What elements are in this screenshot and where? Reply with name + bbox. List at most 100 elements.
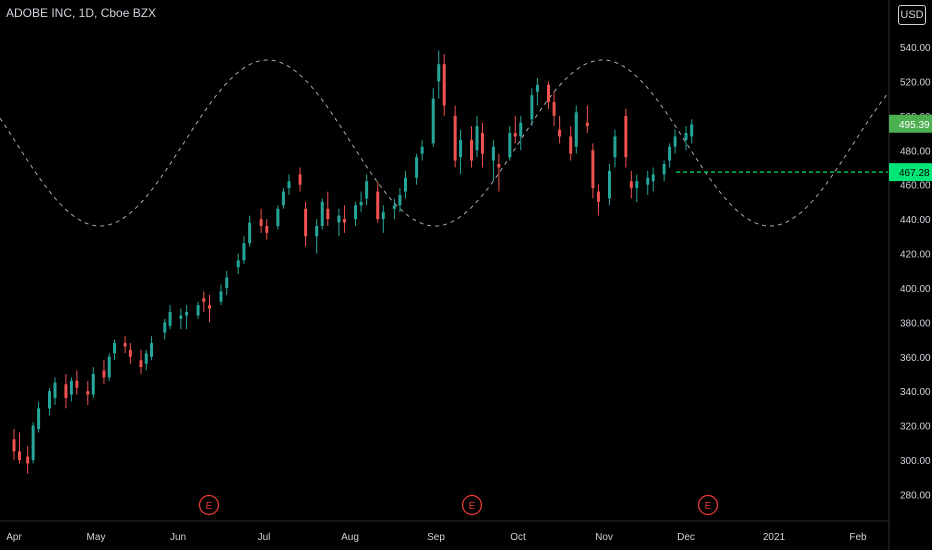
candle xyxy=(585,105,589,134)
candle xyxy=(91,367,95,399)
earnings-marker[interactable]: E xyxy=(198,494,220,516)
candle xyxy=(513,115,517,144)
candle xyxy=(480,122,484,168)
time-tick-label: Nov xyxy=(595,532,613,543)
cycle-curve xyxy=(0,59,889,227)
candle xyxy=(431,88,435,147)
candle xyxy=(558,115,562,144)
candle xyxy=(12,429,16,460)
candle xyxy=(304,201,308,247)
time-tick-label: Sep xyxy=(427,532,445,543)
candle xyxy=(37,401,41,433)
time-tick-label: Dec xyxy=(677,532,695,543)
price-tick-label: 320.00 xyxy=(900,422,931,433)
candle xyxy=(248,215,252,247)
price-axis[interactable]: 540.00520.00500.00480.00460.00440.00420.… xyxy=(888,0,932,550)
candle xyxy=(651,167,655,192)
candle xyxy=(168,305,172,330)
candle xyxy=(629,170,633,199)
candle xyxy=(202,291,206,313)
candle xyxy=(128,342,132,364)
candle xyxy=(287,174,291,195)
time-tick-label: Apr xyxy=(6,532,22,543)
svg-text:467.28: 467.28 xyxy=(899,168,930,179)
candle xyxy=(298,167,302,192)
current-price-tag: 495.39 xyxy=(889,114,932,133)
candle xyxy=(662,160,666,182)
candle xyxy=(470,126,474,168)
candle xyxy=(684,126,688,151)
candle xyxy=(420,139,424,161)
candle xyxy=(150,336,154,361)
candle xyxy=(225,270,229,295)
candle xyxy=(607,164,611,206)
candle xyxy=(574,105,578,154)
candle xyxy=(508,126,512,161)
candle xyxy=(381,205,385,233)
candle xyxy=(497,153,501,192)
candle xyxy=(591,143,595,199)
candle xyxy=(668,143,672,168)
time-tick-label: 2021 xyxy=(763,532,786,543)
time-tick-label: Jun xyxy=(170,532,186,543)
price-tick-label: 340.00 xyxy=(900,387,931,398)
price-tick-label: 280.00 xyxy=(900,490,931,501)
candle xyxy=(265,219,269,240)
candle xyxy=(354,201,358,226)
level-price-tag: 467.28 xyxy=(889,163,932,182)
candle xyxy=(442,53,446,116)
candle xyxy=(236,253,240,275)
candle xyxy=(437,50,441,99)
candle xyxy=(64,373,68,409)
candle xyxy=(75,370,79,395)
svg-text:E: E xyxy=(705,501,712,512)
candle xyxy=(342,205,346,233)
candle xyxy=(646,170,650,195)
candle xyxy=(179,308,183,330)
candle xyxy=(320,198,324,230)
candle xyxy=(31,422,35,464)
price-tick-label: 400.00 xyxy=(900,284,931,295)
candle xyxy=(613,129,617,168)
candle xyxy=(535,77,539,106)
candle xyxy=(403,170,407,199)
time-tick-label: Aug xyxy=(341,532,359,543)
candle xyxy=(107,353,111,381)
candle xyxy=(17,432,21,464)
price-tick-label: 540.00 xyxy=(900,43,931,54)
candle xyxy=(139,349,143,374)
candle xyxy=(102,360,106,385)
candle xyxy=(415,153,419,185)
time-tick-label: Jul xyxy=(258,532,271,543)
time-tick-label: May xyxy=(87,532,106,543)
time-tick-label: Oct xyxy=(510,532,526,543)
candle xyxy=(624,108,628,168)
candle xyxy=(196,301,200,319)
candle xyxy=(86,380,90,405)
candle xyxy=(208,294,212,323)
candle xyxy=(459,129,463,175)
candle xyxy=(144,349,148,371)
candle xyxy=(219,284,223,306)
candle xyxy=(163,318,167,340)
candle xyxy=(392,198,396,220)
candle xyxy=(48,387,52,416)
earnings-marker[interactable]: E xyxy=(461,494,483,516)
cycle-curve-path xyxy=(0,59,889,227)
time-axis[interactable]: Apr May Jun Jul Aug Sep Oct Nov Dec 2021 Feb xyxy=(0,520,889,543)
chart-title: ADOBE INC, 1D, Cboe BZX xyxy=(6,6,157,20)
currency-button[interactable]: USD xyxy=(898,5,926,25)
candle xyxy=(53,377,57,405)
earnings-marker[interactable]: E xyxy=(697,494,719,516)
price-tick-label: 420.00 xyxy=(900,250,931,261)
candle xyxy=(69,377,73,402)
candle xyxy=(276,205,280,230)
price-tick-label: 520.00 xyxy=(900,77,931,88)
svg-text:E: E xyxy=(469,501,476,512)
candle xyxy=(185,305,189,330)
candle xyxy=(376,181,380,223)
candle xyxy=(690,119,694,144)
candles xyxy=(12,50,694,474)
